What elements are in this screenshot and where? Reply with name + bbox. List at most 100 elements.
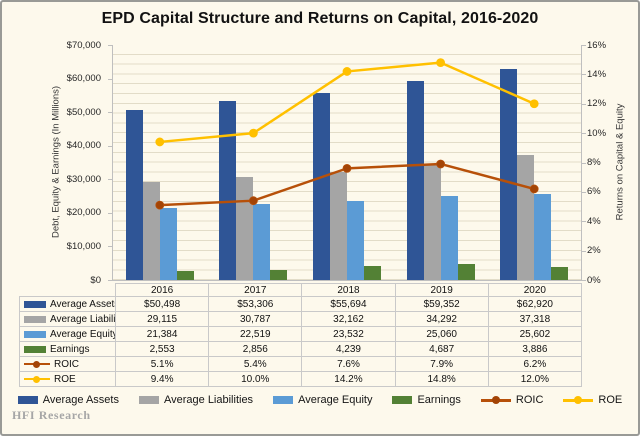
average-equity-legend-key-icon xyxy=(273,396,294,404)
average-liabilities-legend-key-icon xyxy=(24,315,46,323)
right-axis-tickmark xyxy=(582,191,586,193)
series-label-cell-average-equity: Average Equity xyxy=(19,326,116,342)
bar-earnings-2018 xyxy=(364,265,381,280)
right-axis-tickmark xyxy=(582,221,586,223)
series-label-cell-average-assets: Average Assets xyxy=(19,296,116,312)
year-header-cell: 2016 xyxy=(114,283,210,297)
roic-marker-2020 xyxy=(529,184,539,194)
left-axis-tickmark xyxy=(108,112,112,114)
roe-marker-2016 xyxy=(155,137,165,147)
value-cell: $59,352 xyxy=(394,296,489,312)
right-axis-tickmark xyxy=(582,103,586,105)
table-row: Average Liabilities29,11530,78732,16234,… xyxy=(19,311,583,327)
chart-legend: Average Assets Average Liabilities Average… xyxy=(2,392,638,408)
value-cell: 12.0% xyxy=(487,371,583,387)
roic-legend-key-icon xyxy=(480,395,511,405)
series-label-cell-roic: ROIC xyxy=(19,356,116,372)
roe-legend-key-icon xyxy=(24,375,50,384)
right-axis-tick-label: 0% xyxy=(587,274,601,286)
value-cell: 4,239 xyxy=(301,341,396,357)
value-cell: $62,920 xyxy=(487,296,583,312)
value-cell: 25,060 xyxy=(394,326,489,342)
series-label-cell-roe: ROE xyxy=(19,371,116,387)
series-label: Average Equity xyxy=(50,328,116,340)
bar-average-equity-2018 xyxy=(347,201,364,280)
bar-group-2018 xyxy=(313,45,381,280)
right-axis-tickmark xyxy=(582,45,586,46)
value-cell: 3,886 xyxy=(487,341,583,357)
table-row: ROE 9.4% 10.0% 14.2% 14.8% 12.0% xyxy=(19,371,583,387)
series-label: Average Assets xyxy=(50,298,116,310)
series-label: Average Liabilities xyxy=(50,313,116,325)
roic-marker-2019 xyxy=(436,159,446,169)
value-cell: 7.6% xyxy=(301,356,396,372)
series-key-wrap: Average Assets xyxy=(21,298,116,310)
average-equity-legend-key-icon xyxy=(24,330,46,338)
value-cell: $50,498 xyxy=(114,296,210,312)
roic-marker-2016 xyxy=(155,200,165,210)
roic-marker-2017 xyxy=(248,196,258,206)
legend-item-average-equity: Average Equity xyxy=(273,394,372,406)
legend-item-average-liabilities: Average Liabilities xyxy=(138,394,253,406)
left-axis-tickmark xyxy=(108,280,112,281)
average-liabilities-legend-key-icon xyxy=(138,396,159,404)
table-row: Average Assets $50,498 $53,306 $55,694 $59,3… xyxy=(19,296,583,312)
value-cell: 30,787 xyxy=(208,311,303,327)
value-cell: 9.4% xyxy=(114,371,210,387)
value-cell: 2,856 xyxy=(208,341,303,357)
series-label-cell-earnings: Earnings xyxy=(19,341,116,357)
legend-item-roe: ROE xyxy=(563,394,622,406)
legend-label: ROIC xyxy=(515,394,544,406)
left-axis-tick-label: $30,000 xyxy=(66,173,101,185)
value-cell: $55,694 xyxy=(301,296,396,312)
left-axis-tickmark xyxy=(108,212,112,214)
value-cell: 23,532 xyxy=(301,326,396,342)
value-cell: 32,162 xyxy=(301,311,396,327)
value-cell: 21,384 xyxy=(114,326,210,342)
left-axis-tickmark xyxy=(108,78,112,80)
overlay-lines xyxy=(155,58,539,210)
left-axis-tick-label: $10,000 xyxy=(66,240,101,252)
series-label: ROE xyxy=(54,373,76,385)
table-row: Average Equity 21,384 22,519 23,532 25,060 25… xyxy=(19,326,583,342)
series-key-wrap: ROIC xyxy=(21,359,115,370)
table-head: 2016 2017 2018 2019 2020 xyxy=(20,283,583,297)
left-axis-tickmark xyxy=(108,179,112,181)
table-header-row: 2016 2017 2018 2019 2020 xyxy=(20,283,583,297)
bar-average-equity-2017 xyxy=(253,204,271,280)
right-axis-tick-label: 12% xyxy=(587,98,607,110)
legend-label: Earnings xyxy=(417,394,461,406)
bar-average-assets-2019 xyxy=(406,80,424,280)
series-label-cell-average-liabilities: Average Liabilities xyxy=(19,311,116,327)
page-title: EPD Capital Structure and Returns on Cap… xyxy=(101,10,539,27)
roic-marker-2018 xyxy=(342,163,352,173)
value-cell: 34,292 xyxy=(394,311,489,327)
value-cell: 5.1% xyxy=(114,356,210,372)
bar-average-liabilities-2018 xyxy=(330,172,347,280)
year-header-cell: 2019 xyxy=(394,283,489,297)
legend-item-earnings: Earnings xyxy=(392,394,461,406)
bar-average-equity-2020 xyxy=(534,194,552,280)
right-axis-tick-label: 8% xyxy=(587,157,601,168)
table-row: Earnings 2,553 2,856 4,239 4,687 3,886 xyxy=(19,341,583,357)
right-axis-tick-label: 2% xyxy=(587,245,601,257)
right-axis-tickmark xyxy=(582,74,586,76)
value-cell: 25,602 xyxy=(487,326,583,342)
value-cell: 14.8% xyxy=(394,371,489,387)
right-axis-tick-label: 6% xyxy=(587,186,601,198)
bar-average-liabilities-2019 xyxy=(423,164,441,280)
table-row: ROIC 5.1% 5.4% 7.6% 7.9% 6.2% xyxy=(19,356,583,372)
earnings-legend-key-icon xyxy=(392,396,413,404)
series-key-wrap: ROE xyxy=(21,373,115,385)
bar-average-assets-2016 xyxy=(125,110,143,280)
left-axis-tick-label: $20,000 xyxy=(66,207,101,219)
bar-average-assets-2017 xyxy=(219,101,237,280)
right-axis-tick-label: 16% xyxy=(587,39,607,51)
watermark: HFI Research xyxy=(12,408,91,422)
left-axis-tick-label: $40,000 xyxy=(66,140,101,152)
right-axis-tick-label: 10% xyxy=(587,127,607,139)
series-key-wrap: Average Equity xyxy=(21,328,116,340)
plot-area xyxy=(112,45,582,281)
left-axis-tick-label: $50,000 xyxy=(66,106,101,118)
